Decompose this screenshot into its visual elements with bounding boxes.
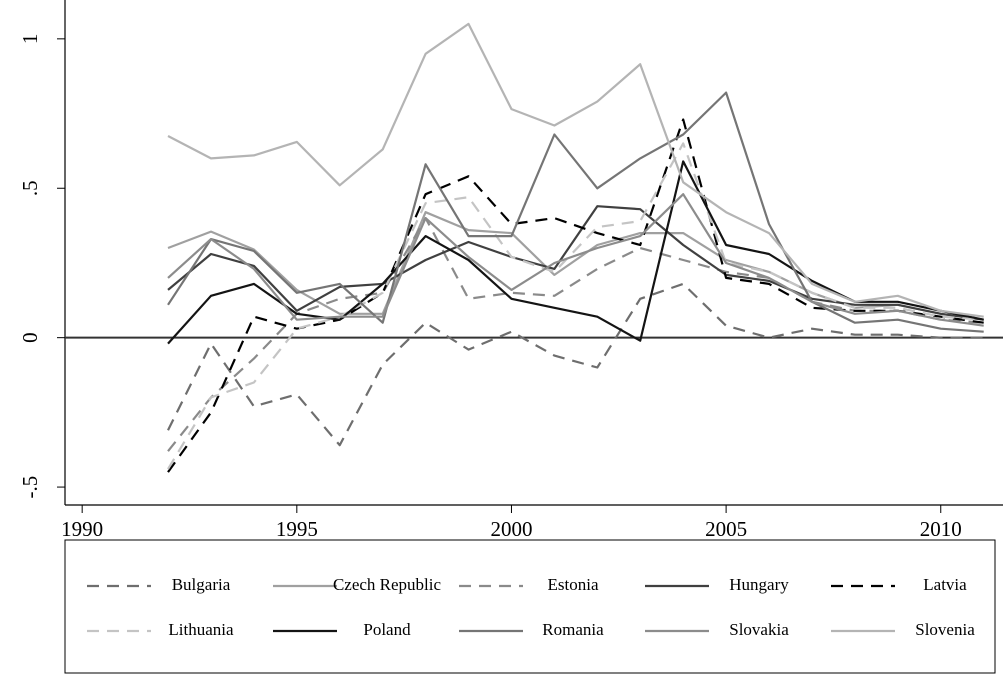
legend-label: Slovakia — [729, 620, 789, 639]
legend-label: Hungary — [729, 575, 789, 594]
legend-label: Romania — [542, 620, 604, 639]
ticks: -.5 0 .5 1 1990 1995 2000 2005 2010 — [18, 34, 962, 541]
x-tick-label: 2010 — [920, 517, 962, 541]
legend-label: Estonia — [548, 575, 599, 594]
legend-box — [64, 539, 996, 674]
y-tick-label: 0 — [18, 332, 42, 343]
legend-label: Bulgaria — [172, 575, 231, 594]
y-tick-label: .5 — [18, 180, 42, 196]
series-line — [167, 142, 984, 470]
series-line — [167, 193, 984, 327]
x-tick-label: 1990 — [61, 517, 103, 541]
x-tick-label: 2005 — [705, 517, 747, 541]
y-tick-label: 1 — [18, 34, 42, 45]
x-tick-label: 2000 — [490, 517, 532, 541]
legend-label: Poland — [363, 620, 411, 639]
legend-label: Slovenia — [915, 620, 975, 639]
y-tick-label: -.5 — [18, 476, 42, 499]
series-line — [167, 217, 984, 452]
series-line — [167, 22, 984, 318]
series-line — [167, 205, 984, 321]
x-tick-label: 1995 — [276, 517, 318, 541]
legend-label: Lithuania — [168, 620, 234, 639]
legend-label: Latvia — [923, 575, 967, 594]
series-line — [167, 118, 984, 473]
series-line — [167, 160, 984, 345]
legend-label: Czech Republic — [333, 575, 442, 594]
series-line — [167, 282, 984, 447]
series-line — [167, 91, 984, 333]
